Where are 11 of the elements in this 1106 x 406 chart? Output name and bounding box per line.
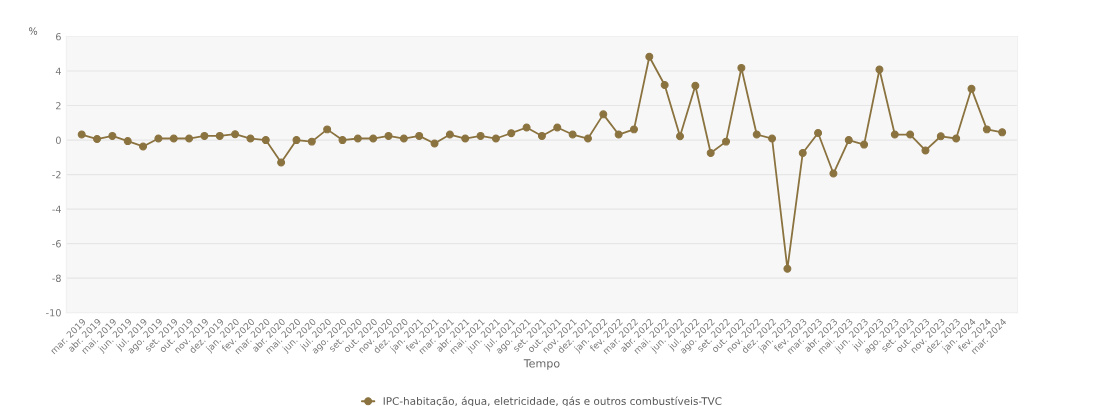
y-tick-label: 2 xyxy=(56,102,61,110)
y-tick-label: 6 xyxy=(55,33,61,41)
y-tick-label: -6 xyxy=(52,240,61,248)
y-tick-label: -10 xyxy=(46,309,61,317)
y-tick-label: -8 xyxy=(52,274,61,282)
y-tick-label: 0 xyxy=(55,136,61,144)
x-axis-title: Tempo xyxy=(523,359,560,370)
y-tick-label: -2 xyxy=(52,171,61,179)
y-tick-label: -4 xyxy=(52,205,61,213)
y-tick-label: 4 xyxy=(55,67,61,75)
y-axis-title: % xyxy=(28,27,38,35)
